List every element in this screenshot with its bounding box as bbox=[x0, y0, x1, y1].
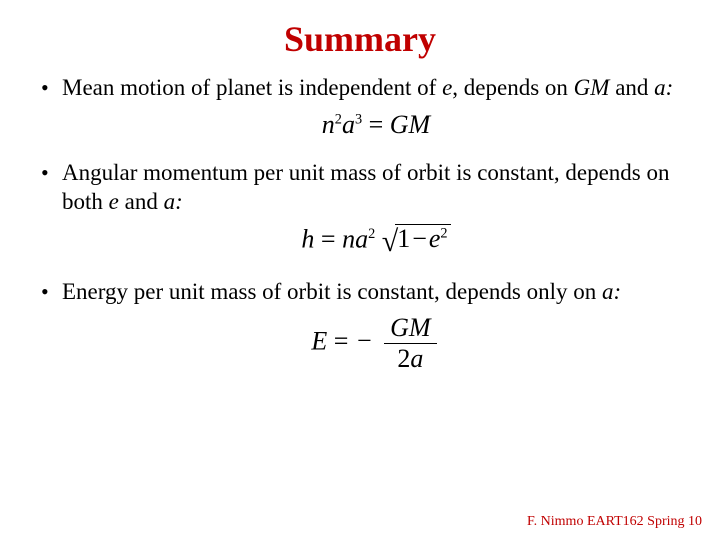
eq2-n: n bbox=[342, 224, 355, 253]
bullet2-var-e: e bbox=[109, 189, 119, 214]
eq3-fraction: GM 2a bbox=[384, 313, 436, 374]
eq1-rhs: GM bbox=[390, 110, 430, 139]
bullet3-var-a: a: bbox=[602, 279, 621, 304]
bullet1-var-gm: GM bbox=[574, 75, 610, 100]
bullet1-mid2: and bbox=[609, 75, 654, 100]
equation-1: n2a3 = GM bbox=[322, 109, 430, 142]
equation-3: E = − GM 2a bbox=[311, 313, 440, 374]
eq1-a: a bbox=[342, 110, 355, 139]
slide-footer: F. Nimmo EART162 Spring 10 bbox=[527, 514, 702, 530]
bullet2-var-a: a: bbox=[164, 189, 183, 214]
equation-2-block: h = na2 √1−e2 bbox=[62, 223, 690, 261]
eq2-e: e bbox=[429, 224, 441, 253]
bullet1-mid1: , depends on bbox=[452, 75, 573, 100]
bullet-item-2: Angular momentum per unit mass of orbit … bbox=[38, 159, 690, 260]
eq2-one: 1 bbox=[397, 224, 410, 253]
bullet1-var-e: e bbox=[442, 75, 452, 100]
eq1-n: n bbox=[322, 110, 335, 139]
bullet1-pre: Mean motion of planet is independent of bbox=[62, 75, 442, 100]
slide-title: Summary bbox=[30, 18, 690, 60]
eq3-a: a bbox=[410, 344, 423, 373]
equation-2: h = na2 √1−e2 bbox=[301, 223, 450, 261]
equation-3-block: E = − GM 2a bbox=[62, 313, 690, 374]
eq3-gm: GM bbox=[390, 313, 430, 342]
bullet3-pre: Energy per unit mass of orbit is constan… bbox=[62, 279, 602, 304]
eq2-h: h bbox=[301, 224, 314, 253]
bullet2-mid1: and bbox=[119, 189, 164, 214]
eq2-a: a bbox=[355, 224, 368, 253]
bullet-item-3: Energy per unit mass of orbit is constan… bbox=[38, 278, 690, 374]
bullet-list: Mean motion of planet is independent of … bbox=[30, 74, 690, 374]
bullet-item-1: Mean motion of planet is independent of … bbox=[38, 74, 690, 141]
eq2-sqrt: √1−e2 bbox=[382, 223, 451, 261]
bullet1-var-a: a: bbox=[654, 75, 673, 100]
eq3-E: E bbox=[311, 326, 327, 355]
slide-container: Summary Mean motion of planet is indepen… bbox=[0, 0, 720, 540]
equation-1-block: n2a3 = GM bbox=[62, 109, 690, 142]
eq3-two: 2 bbox=[397, 344, 410, 373]
